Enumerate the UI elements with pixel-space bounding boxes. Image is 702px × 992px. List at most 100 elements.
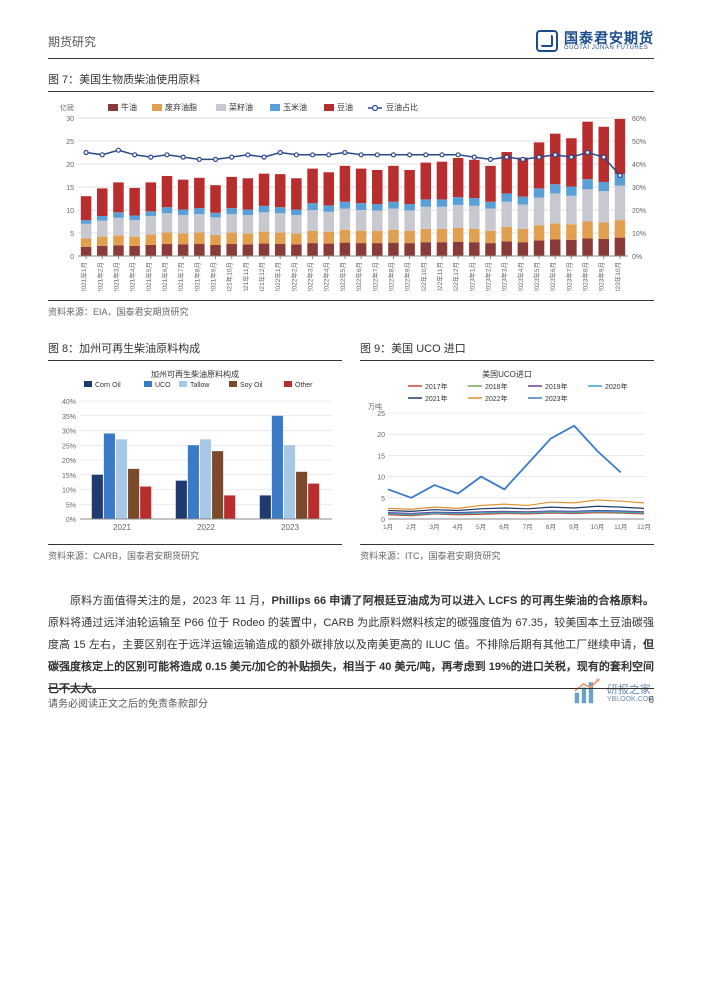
header-category: 期货研究 xyxy=(48,33,96,50)
svg-text:Other: Other xyxy=(295,382,313,389)
svg-text:2022: 2022 xyxy=(197,523,215,532)
svg-text:10: 10 xyxy=(377,475,385,482)
svg-text:2022年12月: 2022年12月 xyxy=(451,262,460,291)
svg-text:Soy Oil: Soy Oil xyxy=(240,382,263,389)
svg-text:15%: 15% xyxy=(62,473,76,480)
svg-text:2023年6月: 2023年6月 xyxy=(548,262,557,291)
svg-text:2021: 2021 xyxy=(113,523,131,532)
svg-text:25: 25 xyxy=(377,411,385,418)
svg-text:25%: 25% xyxy=(62,443,76,450)
svg-text:0%: 0% xyxy=(66,517,76,524)
svg-text:2023年8月: 2023年8月 xyxy=(581,262,590,291)
svg-text:2023年10月: 2023年10月 xyxy=(613,262,622,291)
figure-7-title: 图 7：美国生物质柴油使用原料 xyxy=(48,71,654,92)
svg-text:豆油: 豆油 xyxy=(337,102,353,112)
svg-text:2023年: 2023年 xyxy=(545,394,568,403)
svg-text:2021年12月: 2021年12月 xyxy=(257,262,266,291)
svg-text:30%: 30% xyxy=(62,429,76,436)
figure-9-title: 图 9：美国 UCO 进口 xyxy=(360,340,654,361)
figure-7-chart: 0510152025300%10%20%30%40%50%60%亿磅牛油废弃油脂… xyxy=(48,96,654,291)
svg-text:牛油: 牛油 xyxy=(121,102,137,112)
svg-text:2022年6月: 2022年6月 xyxy=(354,262,363,291)
svg-text:20%: 20% xyxy=(632,208,646,215)
svg-text:2023年9月: 2023年9月 xyxy=(597,262,606,291)
page-header: 期货研究 国泰君安期货 GUOTAI JUNAN FUTURES xyxy=(48,30,654,59)
svg-text:2021年10月: 2021年10月 xyxy=(225,262,234,291)
svg-text:15: 15 xyxy=(377,453,385,460)
svg-text:2022年5月: 2022年5月 xyxy=(338,262,347,291)
svg-text:菜籽油: 菜籽油 xyxy=(229,102,253,112)
svg-text:2022年3月: 2022年3月 xyxy=(306,262,315,291)
figures-8-9-row: 图 8：加州可再生柴油原料构成 加州可再生柴油原料构成 Corn Oil UCO Ta… xyxy=(48,340,654,562)
figure-8: 图 8：加州可再生柴油原料构成 加州可再生柴油原料构成 Corn Oil UCO Ta… xyxy=(48,340,342,562)
svg-text:2022年8月: 2022年8月 xyxy=(386,262,395,291)
svg-text:40%: 40% xyxy=(62,399,76,406)
svg-text:2023年7月: 2023年7月 xyxy=(564,262,573,291)
svg-text:7月: 7月 xyxy=(523,523,533,531)
svg-text:5%: 5% xyxy=(66,502,76,509)
footer-page-number: 6 xyxy=(648,695,654,710)
svg-text:10%: 10% xyxy=(62,488,76,495)
figure-7-source: 资料来源：EIA，国泰君安期货研究 xyxy=(48,300,654,318)
svg-text:35%: 35% xyxy=(62,414,76,421)
svg-text:2022年1月: 2022年1月 xyxy=(273,262,282,291)
svg-text:30%: 30% xyxy=(632,185,646,192)
svg-text:2021年8月: 2021年8月 xyxy=(192,262,201,291)
figure-8-chart: 加州可再生柴油原料构成 Corn Oil UCO Tallow Soy Oil Other… xyxy=(48,365,342,535)
svg-text:2022年4月: 2022年4月 xyxy=(322,262,331,291)
svg-text:Tallow: Tallow xyxy=(190,382,210,389)
svg-text:12月: 12月 xyxy=(637,523,651,531)
svg-text:15: 15 xyxy=(66,185,74,192)
svg-text:5: 5 xyxy=(70,231,74,238)
svg-text:亿磅: 亿磅 xyxy=(60,103,74,112)
page-footer: 请务必阅读正文之后的免责条款部分 6 xyxy=(48,688,654,710)
svg-text:2023年5月: 2023年5月 xyxy=(532,262,541,291)
svg-text:2022年10月: 2022年10月 xyxy=(419,262,428,291)
svg-text:2021年: 2021年 xyxy=(425,394,448,403)
body-text-2: 原料将通过远洋油轮运输至 P66 位于 Rodeo 的装置中，CARB 为此原料… xyxy=(48,617,654,651)
svg-text:2023年2月: 2023年2月 xyxy=(484,262,493,291)
svg-text:20%: 20% xyxy=(62,458,76,465)
svg-text:美国UCO进口: 美国UCO进口 xyxy=(482,369,532,379)
svg-text:2023年3月: 2023年3月 xyxy=(500,262,509,291)
svg-text:2021年6月: 2021年6月 xyxy=(160,262,169,291)
figure-9-source: 资料来源：ITC，国泰君安期货研究 xyxy=(360,544,654,562)
logo-icon xyxy=(536,30,558,52)
svg-text:50%: 50% xyxy=(632,139,646,146)
svg-text:60%: 60% xyxy=(632,116,646,123)
svg-text:8月: 8月 xyxy=(546,523,556,531)
svg-text:4月: 4月 xyxy=(453,523,463,531)
footer-disclaimer: 请务必阅读正文之后的免责条款部分 xyxy=(48,695,208,710)
svg-text:0: 0 xyxy=(70,254,74,261)
svg-text:2021年9月: 2021年9月 xyxy=(209,262,218,291)
svg-text:2月: 2月 xyxy=(406,523,416,531)
svg-text:2022年: 2022年 xyxy=(485,394,508,403)
svg-text:9月: 9月 xyxy=(569,523,579,531)
svg-text:2021年1月: 2021年1月 xyxy=(79,262,88,291)
svg-text:2021年5月: 2021年5月 xyxy=(144,262,153,291)
svg-text:10%: 10% xyxy=(632,231,646,238)
svg-text:2023年4月: 2023年4月 xyxy=(516,262,525,291)
figure-8-title: 图 8：加州可再生柴油原料构成 xyxy=(48,340,342,361)
svg-text:2023: 2023 xyxy=(281,523,299,532)
logo-cn-text: 国泰君安期货 xyxy=(564,31,654,45)
svg-text:10: 10 xyxy=(66,208,74,215)
brand-logo: 国泰君安期货 GUOTAI JUNAN FUTURES xyxy=(536,30,654,52)
svg-text:2019年: 2019年 xyxy=(545,382,568,391)
svg-text:5月: 5月 xyxy=(476,523,486,531)
svg-text:2022年7月: 2022年7月 xyxy=(370,262,379,291)
svg-text:40%: 40% xyxy=(632,162,646,169)
svg-text:2022年9月: 2022年9月 xyxy=(403,262,412,291)
svg-text:加州可再生柴油原料构成: 加州可再生柴油原料构成 xyxy=(151,369,239,379)
svg-text:0: 0 xyxy=(381,517,385,524)
logo-en-text: GUOTAI JUNAN FUTURES xyxy=(564,45,654,51)
svg-text:2017年: 2017年 xyxy=(425,382,448,391)
figure-8-source: 资料来源：CARB，国泰君安期货研究 xyxy=(48,544,342,562)
svg-text:UCO: UCO xyxy=(155,382,171,389)
svg-text:2020年: 2020年 xyxy=(605,382,628,391)
svg-text:Corn Oil: Corn Oil xyxy=(95,382,121,389)
svg-text:万吨: 万吨 xyxy=(368,402,382,411)
svg-text:2021年11月: 2021年11月 xyxy=(241,262,250,291)
svg-text:2021年2月: 2021年2月 xyxy=(95,262,104,291)
svg-text:20: 20 xyxy=(377,432,385,439)
